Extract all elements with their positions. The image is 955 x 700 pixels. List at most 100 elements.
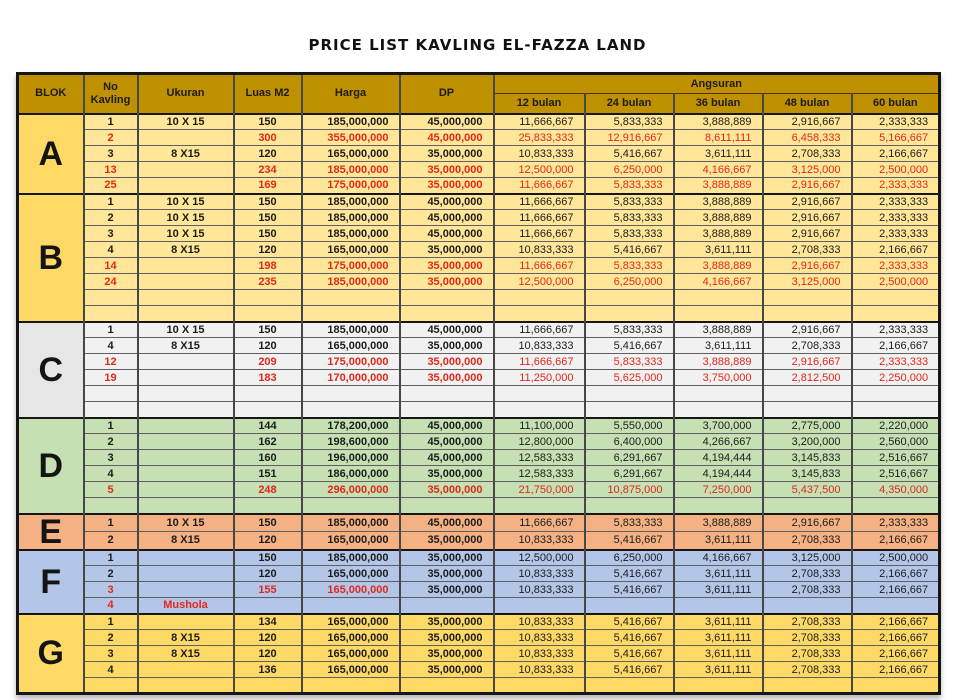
ukuran-cell: 10 X 15	[136, 512, 234, 532]
luas-m2-cell: 144	[232, 416, 302, 434]
blok-G-label: G	[16, 612, 84, 694]
dp-cell: 35,000,000	[398, 548, 494, 566]
angsuran-48-cell: 3,200,000	[761, 433, 852, 450]
angsuran-12-cell: 10,833,333	[492, 565, 585, 582]
angsuran-60-cell	[850, 677, 940, 694]
no-kavling-cell: 1	[82, 612, 138, 630]
dp-cell: 35,000,000	[398, 369, 494, 386]
dp-cell	[398, 289, 494, 306]
angsuran-24-cell	[583, 305, 674, 322]
dp-cell: 35,000,000	[398, 565, 494, 582]
dp-cell: 45,000,000	[398, 225, 494, 242]
luas-m2-cell: 120	[232, 145, 302, 162]
angsuran-24-cell	[583, 289, 674, 306]
angsuran-60-cell: 2,516,667	[850, 449, 940, 466]
harga-cell	[300, 385, 400, 402]
angsuran-36-cell: 3,611,111	[672, 565, 763, 582]
row-F-1: F 1 150 185,000,000 35,000,000 12,500,000 6,25…	[16, 548, 940, 614]
angsuran-48-cell	[761, 497, 852, 514]
luas-m2-cell	[232, 305, 302, 322]
angsuran-48-cell: 2,708,333	[761, 241, 852, 258]
row-A-1: A 1 10 X 15 150 185,000,000 45,000,000 11,666,…	[16, 112, 940, 194]
dp-cell: 35,000,000	[398, 531, 494, 550]
angsuran-60-cell: 2,166,667	[850, 629, 940, 646]
angsuran-60-cell: 2,166,667	[850, 145, 940, 162]
luas-m2-cell: 235	[232, 273, 302, 290]
angsuran-48-cell: 2,708,333	[761, 565, 852, 582]
table-header: BLOK No Kavling Ukuran Luas M2 Harga DP …	[16, 73, 940, 114]
angsuran-12-cell: 12,500,000	[492, 548, 585, 566]
no-kavling-cell	[82, 401, 138, 418]
angsuran-60-cell: 2,166,667	[850, 581, 940, 598]
dp-cell: 35,000,000	[398, 645, 494, 662]
angsuran-60-cell	[850, 597, 940, 614]
dp-cell: 35,000,000	[398, 353, 494, 370]
angsuran-24-cell: 5,833,333	[583, 192, 674, 210]
angsuran-48-cell: 2,708,333	[761, 337, 852, 354]
row-C-19: 19 183 170,000,000 35,000,000 11,250,000 5,62…	[18, 369, 940, 386]
angsuran-12-cell: 10,833,333	[492, 629, 585, 646]
no-kavling-cell: 3	[82, 449, 138, 466]
angsuran-36-cell: 3,611,111	[672, 337, 763, 354]
harga-cell: 185,000,000	[300, 209, 400, 226]
ukuran-cell	[136, 273, 234, 290]
angsuran-36-cell: 3,700,000	[672, 416, 763, 434]
header-24-bulan: 24 bulan	[583, 93, 674, 114]
dp-cell: 45,000,000	[398, 512, 494, 532]
dp-cell: 45,000,000	[398, 320, 494, 338]
ukuran-cell: 10 X 15	[136, 225, 234, 242]
angsuran-36-cell: 3,888,889	[672, 512, 763, 532]
angsuran-12-cell: 11,666,667	[492, 353, 585, 370]
luas-m2-cell: 209	[232, 353, 302, 370]
dp-cell: 45,000,000	[398, 192, 494, 210]
no-kavling-cell: 1	[82, 548, 138, 566]
dp-cell: 35,000,000	[398, 661, 494, 678]
angsuran-12-cell: 11,666,667	[492, 192, 585, 210]
angsuran-48-cell: 6,458,333	[761, 129, 852, 146]
harga-cell: 185,000,000	[300, 161, 400, 178]
ukuran-cell	[136, 612, 234, 630]
angsuran-12-cell: 11,666,667	[492, 257, 585, 274]
dp-cell: 35,000,000	[398, 465, 494, 482]
ukuran-cell: Mushola	[136, 597, 234, 614]
angsuran-36-cell	[672, 401, 763, 418]
no-kavling-cell: 3	[82, 145, 138, 162]
no-kavling-cell: 1	[82, 320, 138, 338]
harga-cell: 185,000,000	[300, 548, 400, 566]
angsuran-48-cell: 2,708,333	[761, 145, 852, 162]
blok-C-label: C	[16, 320, 84, 418]
ukuran-cell	[136, 257, 234, 274]
harga-cell: 185,000,000	[300, 225, 400, 242]
angsuran-48-cell	[761, 401, 852, 418]
no-kavling-cell: 14	[82, 257, 138, 274]
header-36-bulan: 36 bulan	[672, 93, 763, 114]
angsuran-12-cell: 21,750,000	[492, 481, 585, 498]
angsuran-24-cell: 5,833,333	[583, 112, 674, 130]
angsuran-48-cell	[761, 305, 852, 322]
angsuran-60-cell: 2,166,667	[850, 565, 940, 582]
angsuran-12-cell: 12,800,000	[492, 433, 585, 450]
blank-row-C	[18, 401, 940, 418]
angsuran-60-cell: 2,166,667	[850, 661, 940, 678]
row-B-1: B 1 10 X 15 150 185,000,000 45,000,000 11,666,…	[16, 192, 940, 322]
header-ukuran: Ukuran	[136, 73, 234, 114]
ukuran-cell	[136, 353, 234, 370]
dp-cell: 35,000,000	[398, 273, 494, 290]
angsuran-36-cell: 8,611,111	[672, 129, 763, 146]
dp-cell: 45,000,000	[398, 449, 494, 466]
dp-cell: 35,000,000	[398, 337, 494, 354]
dp-cell: 45,000,000	[398, 209, 494, 226]
harga-cell: 165,000,000	[300, 629, 400, 646]
dp-cell	[398, 401, 494, 418]
angsuran-12-cell: 11,666,667	[492, 512, 585, 532]
harga-cell: 178,200,000	[300, 416, 400, 434]
luas-m2-cell: 150	[232, 512, 302, 532]
angsuran-36-cell: 3,888,889	[672, 353, 763, 370]
luas-m2-cell: 150	[232, 209, 302, 226]
luas-m2-cell: 136	[232, 661, 302, 678]
angsuran-48-cell: 2,708,333	[761, 581, 852, 598]
